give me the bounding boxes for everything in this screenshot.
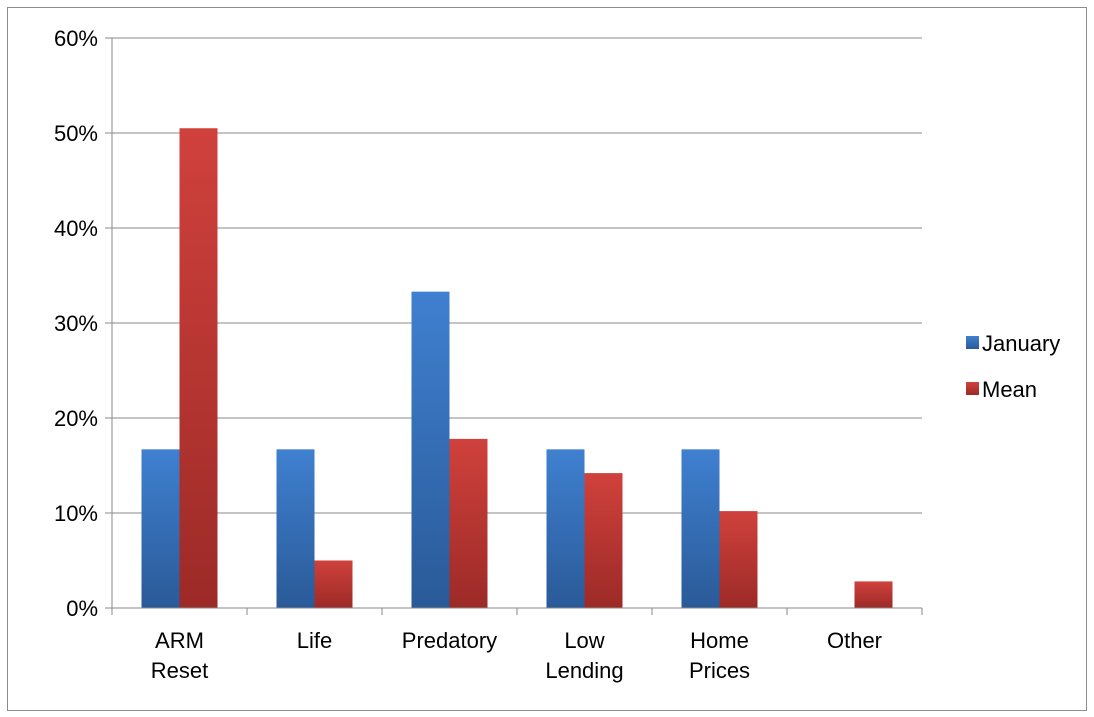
bar-mean-3	[584, 473, 623, 608]
bar-mean-5	[854, 581, 893, 608]
x-category-label: Home Prices	[689, 628, 750, 683]
bars	[141, 128, 893, 608]
legend-label-january: January	[982, 331, 1060, 356]
x-category-label: Life	[297, 628, 332, 653]
y-tick-label: 40%	[54, 216, 98, 241]
y-tick-label: 10%	[54, 501, 98, 526]
bar-january-2	[411, 291, 450, 608]
bar-mean-0	[179, 128, 218, 608]
bar-january-3	[546, 449, 585, 608]
gridlines	[112, 37, 922, 514]
axes	[105, 37, 923, 615]
y-tick-label: 30%	[54, 311, 98, 336]
bar-mean-2	[449, 438, 488, 608]
legend-swatch-mean	[966, 382, 979, 395]
labels: 0% 10% 20% 30% 40% 50% 60% ARM Reset Life Predator…	[54, 26, 882, 683]
legend-label-mean: Mean	[982, 377, 1037, 402]
legend: January Mean	[966, 331, 1060, 402]
x-category-label: ARM Reset	[151, 628, 208, 683]
bar-mean-4	[719, 511, 758, 608]
x-category-label: Low Lending	[545, 628, 623, 683]
bar-mean-1	[314, 560, 353, 608]
bar-january-4	[681, 449, 720, 608]
bar-january-0	[141, 449, 180, 608]
y-tick-label: 20%	[54, 406, 98, 431]
x-category-label: Other	[827, 628, 882, 653]
x-category-label: Predatory	[402, 628, 497, 653]
legend-swatch-january	[966, 336, 979, 349]
y-tick-label: 60%	[54, 26, 98, 51]
bar-january-1	[276, 449, 315, 608]
y-tick-label: 0%	[66, 596, 98, 621]
y-tick-label: 50%	[54, 121, 98, 146]
